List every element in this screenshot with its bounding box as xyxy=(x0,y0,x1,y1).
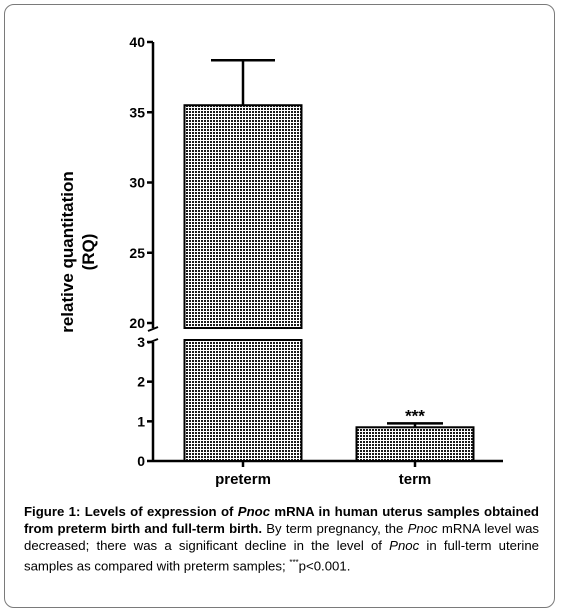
caption-italic1: Pnoc xyxy=(407,521,438,536)
caption-text2: mRNA level was decreased; there was a si… xyxy=(24,521,539,553)
y-axis-label-line2: (RQ) xyxy=(79,234,98,271)
figure-caption: Figure 1: Levels of expression of Pnoc m… xyxy=(24,503,539,574)
x-tick-label-preterm: preterm xyxy=(215,471,271,488)
y-tick-upper-40-label: 40 xyxy=(129,34,145,50)
bar-preterm-upper xyxy=(183,104,303,329)
bar-chart: 0 1 2 3 20 25 30 35 40 preterm term *** relative q… xyxy=(58,34,503,488)
y-tick-upper-30-label: 30 xyxy=(129,175,145,191)
caption-bold-italic: Pnoc xyxy=(237,504,271,519)
bar-preterm-break-gap xyxy=(182,329,304,339)
caption-superscript: *** xyxy=(289,558,299,567)
caption-bold-part1: Figure 1: Levels of expression of xyxy=(24,504,238,519)
y-tick-lower-2-label: 2 xyxy=(137,374,145,390)
caption-italic2: Pnoc xyxy=(389,538,420,553)
significance-term: *** xyxy=(405,406,425,425)
bar-term xyxy=(355,426,475,462)
bar-preterm-lower xyxy=(183,339,303,462)
y-tick-upper-25-label: 25 xyxy=(129,245,145,261)
y-tick-upper-20-label: 20 xyxy=(129,315,145,331)
x-tick-label-term: term xyxy=(399,471,432,488)
y-tick-upper-35-label: 35 xyxy=(129,104,145,120)
y-tick-lower-1-label: 1 xyxy=(137,413,145,429)
caption-text1: By term pregnancy, the xyxy=(262,521,408,536)
caption-text3: in full-term uterine samples as compared… xyxy=(24,538,540,574)
axis-break-mark-top xyxy=(147,326,159,332)
y-tick-lower-3-label: 3 xyxy=(137,334,145,350)
y-axis-label-line1: relative quantitation xyxy=(58,171,77,333)
caption-bold-part2: mRNA in human uterus samples obtained fr… xyxy=(24,504,539,536)
y-tick-lower-0-label: 0 xyxy=(137,453,145,469)
caption-text4: p<0.001. xyxy=(298,558,351,574)
